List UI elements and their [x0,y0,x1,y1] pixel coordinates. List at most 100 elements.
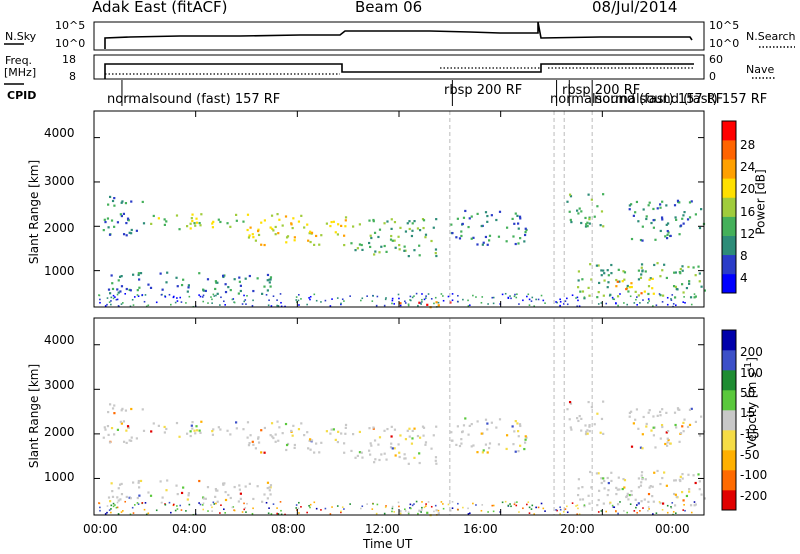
velocity-echo-cell [108,403,112,406]
power-echo-cell [320,234,323,237]
velocity-echo-cell [418,509,421,512]
velocity-echo-cell [303,434,306,437]
velocity-echo-cell [124,500,127,503]
velocity-echo-cell [117,513,120,515]
velocity-heatmap [98,400,706,517]
velocity-echo-cell [476,451,479,454]
velocity-echo-cell [119,420,122,423]
freq-label: Freq. [5,54,33,67]
power-echo-cell [669,234,672,238]
velocity-echo-cell [377,443,380,446]
cpid-segment-markers [121,80,593,106]
velocity-echo-cell [229,433,232,436]
power-echo-cell [238,280,241,283]
velocity-echo-cell [576,513,578,516]
velocity-echo-cell [249,434,252,437]
velocity-echo-cell [610,471,613,474]
velocity-echo-cell [268,507,270,509]
velocity-echo-cell [584,424,587,427]
velocity-echo-cell [391,510,393,513]
velocity-echo-cell [360,451,363,454]
velocity-echo-cell [137,479,140,483]
power-echo-cell [590,198,593,201]
velocity-echo-cell [609,501,612,504]
colorbar-swatch [722,330,736,351]
velocity-echo-cell [559,506,561,509]
velocity-echo-cell [407,462,410,465]
velocity-echo-cell [418,461,421,465]
velocity-echo-cell [219,428,222,431]
power-echo-cell [260,221,263,224]
velocity-echo-cell [615,510,617,512]
velocity-echo-cell [397,443,400,446]
colorbar-swatch [722,410,736,431]
power-echo-cell [104,220,107,224]
power-echo-cell [651,287,654,290]
velocity-echo-cell [659,482,662,486]
power-echo-cell [277,232,280,235]
power-echo-cell [424,233,428,236]
velocity-echo-cell [172,504,175,507]
power-echo-cell [593,215,596,218]
velocity-echo-cell [234,421,238,424]
power-echo-cell [266,279,269,282]
power-echo-cell [397,293,400,296]
velocity-echo-cell [128,496,131,499]
power-echo-cell [329,305,332,307]
velocity-echo-cell [106,511,108,514]
velocity-echo-cell [409,503,412,506]
velocity-echo-cell [492,510,495,513]
velocity-echo-cell [578,414,581,418]
power-echo-cell [117,305,120,307]
power-echo-cell [110,303,112,306]
power-echo-cell [266,289,269,292]
power-echo-cell [376,295,379,298]
velocity-echo-cell [356,454,359,458]
power-echo-cell [583,296,586,298]
velocity-echo-cell [102,436,105,439]
velocity-echo-cell [484,443,488,446]
power-echo-cell [649,277,652,280]
nsky-panel-frame [93,21,705,51]
power-echo-cell [675,218,678,221]
velocity-echo-cell [628,411,631,415]
velocity-echo-cell [227,493,230,497]
power-echo-cell [435,301,438,304]
power-echo-cell [126,217,130,220]
power-echo-cell [501,293,504,296]
velocity-echo-cell [458,444,462,448]
velocity-echo-cell [112,502,115,505]
velocity-echo-cell [597,472,600,475]
velocity-echo-cell [215,489,218,492]
velocity-echo-cell [531,504,534,507]
velocity-panel-frame [93,317,705,516]
velocity-echo-cell [600,417,604,421]
power-echo-cell [486,243,489,246]
power-echo-cell [488,239,491,242]
velocity-echo-cell [653,471,656,474]
velocity-echo-cell [416,434,420,438]
velocity-echo-cell [251,440,254,443]
power-echo-cell [639,302,641,304]
velocity-echo-cell [129,513,132,516]
velocity-echo-cell [602,432,605,435]
power-echo-cell [659,206,662,209]
velocity-echo-cell [622,477,625,481]
power-echo-cell [432,226,435,229]
velocity-echo-cell [652,415,655,418]
velocity-echo-cell [510,505,512,508]
velocity-echo-cell [126,425,130,428]
power-echo-cell [229,288,232,292]
velocity-echo-cell [462,506,464,509]
velocity-echo-cell [229,496,232,500]
power-echo-cell [628,208,631,211]
power-echo-cell [484,211,488,214]
velocity-echo-cell [683,418,686,421]
velocity-echo-cell [270,513,273,515]
power-echo-cell [102,228,105,232]
power-echo-cell [467,305,470,307]
velocity-echo-cell [189,434,192,438]
power-echo-cell [679,267,682,271]
power-cbar-tick-28: 28 [740,138,756,152]
power-echo-cell [659,275,662,278]
